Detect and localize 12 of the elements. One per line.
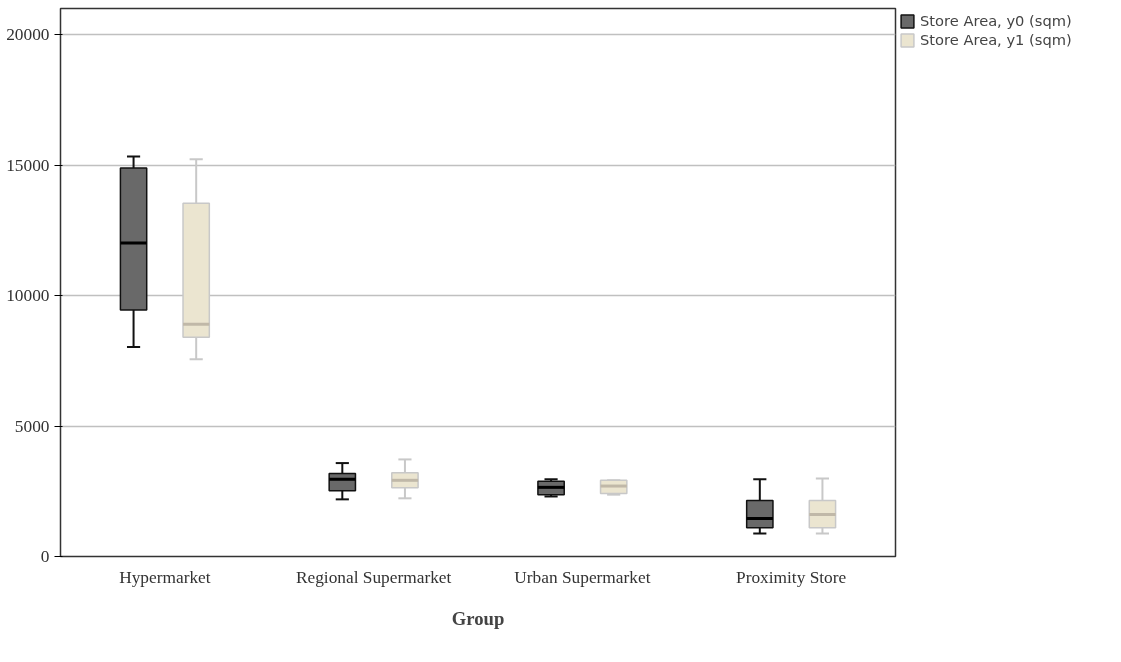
y-tick-label: 15000 <box>6 155 50 175</box>
x-tick-label: Regional Supermarket <box>295 567 452 587</box>
x-axis-title: Group <box>451 607 505 629</box>
x-tick-label: Hypermarket <box>119 567 211 587</box>
y-tick-label: 0 <box>40 547 50 566</box>
y-tick-label: 20000 <box>6 25 50 45</box>
y-tick-label: 10000 <box>6 286 50 306</box>
legend-label: Store Area, y1 (sqm) <box>920 31 1072 48</box>
legend-label: Store Area, y0 (sqm) <box>920 12 1072 29</box>
x-tick-label: Proximity Store <box>736 567 847 587</box>
y-tick-label: 5000 <box>14 416 50 436</box>
x-tick-label: Urban Supermarket <box>514 567 651 587</box>
